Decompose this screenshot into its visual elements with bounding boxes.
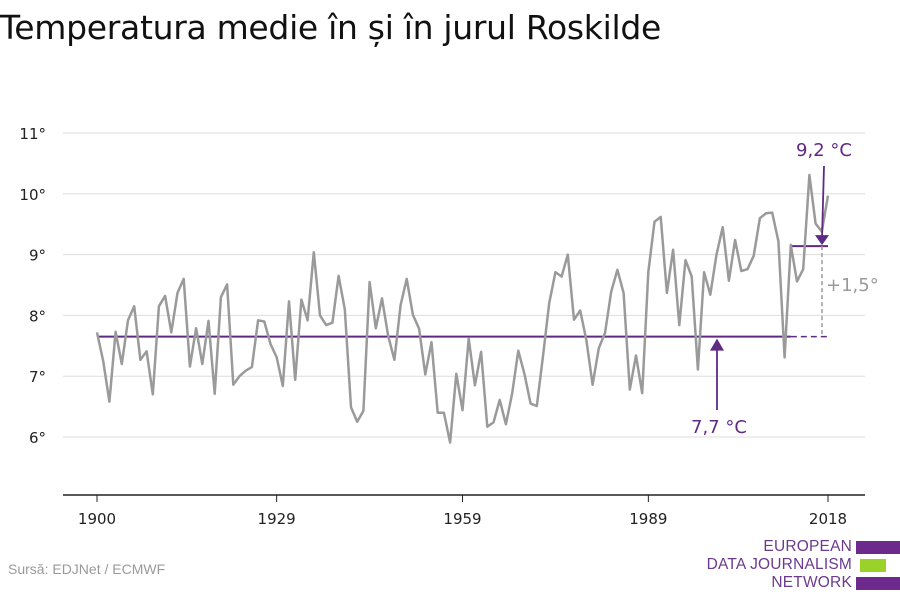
x-tick-label: 1900 (78, 510, 116, 528)
logo-text-line: DATA JOURNALISM (706, 556, 852, 573)
y-tick-label: 10° (19, 186, 46, 204)
y-tick-label: 8° (29, 307, 46, 325)
y-tick-label: 9° (29, 247, 46, 265)
temperature-series-line (95, 173, 830, 444)
logo-color-bar (860, 559, 886, 572)
annotation-difference: +1,5° (826, 275, 879, 296)
annotation-recent-mean: 9,2 °C (796, 140, 852, 161)
chart-title: Temperatura medie în și în jurul Roskild… (0, 8, 661, 47)
x-tick-label: 2018 (809, 510, 847, 528)
x-tick-label: 1989 (629, 510, 667, 528)
logo-text-line: EUROPEAN (763, 538, 852, 555)
logo-color-bar (856, 541, 900, 554)
edjnet-logo[interactable]: EUROPEAN DATA JOURNALISM NETWORK (680, 538, 900, 598)
x-tick-label: 1929 (258, 510, 296, 528)
y-tick-label: 7° (29, 368, 46, 386)
logo-text-line: NETWORK (771, 574, 852, 591)
y-tick-label: 11° (19, 125, 46, 143)
arrow-recent-mean (821, 165, 825, 239)
arrowhead-recent-mean (815, 235, 829, 246)
source-note: Sursă: EDJNet / ECMWF (8, 561, 166, 577)
arrowhead-historic-mean (710, 338, 724, 351)
y-tick-label: 6° (29, 429, 46, 447)
x-tick-label: 1959 (443, 510, 481, 528)
annotation-historic-mean: 7,7 °C (691, 417, 747, 438)
logo-color-bar (856, 577, 900, 590)
